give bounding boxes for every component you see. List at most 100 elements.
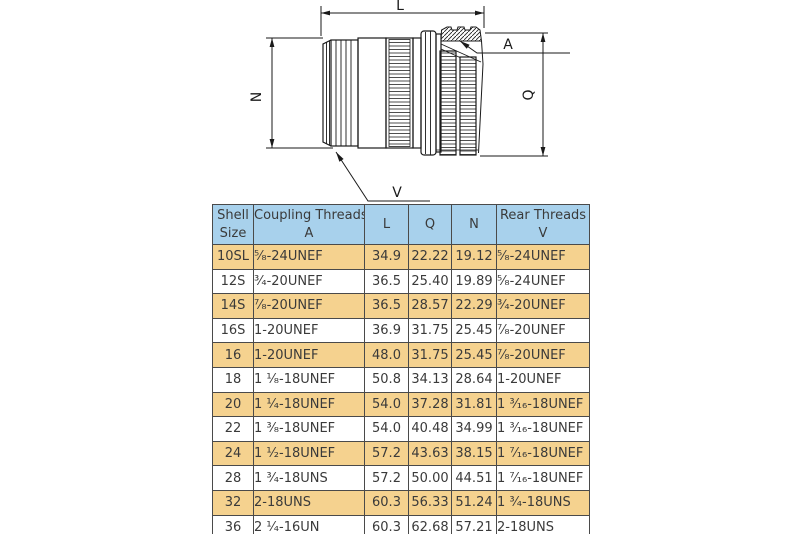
cell-N: 25.45 xyxy=(451,342,497,368)
table-header-row: Shell Size Coupling Threads A L Q N Rear… xyxy=(212,204,590,245)
cell-rear: 1 ⁷⁄₁₆-18UNEF xyxy=(496,440,590,467)
cell-Q: 22.22 xyxy=(408,244,452,270)
cell-L: 48.0 xyxy=(364,342,409,368)
header-q: Q xyxy=(408,204,452,245)
table-row: 16S 1-20UNEF 36.9 31.75 25.45 ⁷⁄₈-20UNEF xyxy=(212,317,590,344)
header-n: N xyxy=(451,204,497,245)
cell-shell: 28 xyxy=(212,465,254,491)
callout-V xyxy=(335,151,430,202)
dim-Q-arrow-top xyxy=(540,33,546,42)
header-l: L xyxy=(364,204,409,245)
cell-shell: 20 xyxy=(212,391,254,418)
cell-coupling: ³⁄₄-20UNEF xyxy=(253,268,365,295)
dim-label-N: N xyxy=(249,92,265,102)
callout-A xyxy=(459,40,570,54)
dim-Q-arrow-bottom xyxy=(540,147,546,156)
cell-N: 44.51 xyxy=(451,465,497,491)
cell-N: 19.12 xyxy=(451,244,497,270)
header-rear-line1: Rear Threads xyxy=(499,207,587,223)
cell-Q: 37.28 xyxy=(408,391,452,418)
dim-L xyxy=(320,6,485,36)
cell-rear: ⁷⁄₈-20UNEF xyxy=(496,317,590,344)
cell-Q: 25.40 xyxy=(408,268,452,295)
dim-Q xyxy=(480,32,548,157)
cell-L: 54.0 xyxy=(364,416,409,442)
cell-L: 57.2 xyxy=(364,440,409,467)
header-coupling-line2: A xyxy=(304,225,314,241)
table-row: 16 1-20UNEF 48.0 31.75 25.45 ⁷⁄₈-20UNEF xyxy=(212,342,590,368)
dim-N-arrow-top xyxy=(269,38,275,47)
cell-rear: 1 ³⁄₁₆-18UNEF xyxy=(496,391,590,418)
cell-rear: ³⁄₄-20UNEF xyxy=(496,293,590,319)
cell-rear: ⁵⁄₈-24UNEF xyxy=(496,244,590,270)
cell-shell: 22 xyxy=(212,416,254,442)
dim-L-arrow-right xyxy=(475,10,484,16)
callout-V-arrow xyxy=(336,152,344,162)
cell-Q: 31.75 xyxy=(408,342,452,368)
cell-Q: 43.63 xyxy=(408,440,452,467)
cell-shell: 12S xyxy=(212,268,254,295)
cell-shell: 24 xyxy=(212,440,254,467)
dim-N xyxy=(266,37,333,149)
cell-rear: 1 ³⁄₄-18UNS xyxy=(496,489,590,516)
table-body: 10SL ⁵⁄₈-24UNEF 34.9 22.22 19.12 ⁵⁄₈-24UNEF 12… xyxy=(212,244,590,534)
cell-Q: 62.68 xyxy=(408,514,452,534)
table-row: 14S ⁷⁄₈-20UNEF 36.5 28.57 22.29 ³⁄₄-20UNEF xyxy=(212,293,590,319)
dim-label-Q: Q xyxy=(521,89,537,100)
cell-N: 28.64 xyxy=(451,366,497,393)
dim-label-V: V xyxy=(392,185,402,201)
cell-coupling: ⁷⁄₈-20UNEF xyxy=(253,293,365,319)
cell-L: 36.5 xyxy=(364,293,409,319)
cell-rear: ⁷⁄₈-20UNEF xyxy=(496,342,590,368)
cell-coupling: 1 ¹⁄₄-18UNEF xyxy=(253,391,365,418)
cell-Q: 28.57 xyxy=(408,293,452,319)
header-rear-threads: Rear Threads V xyxy=(496,204,590,245)
cell-rear: ⁵⁄₈-24UNEF xyxy=(496,268,590,295)
cell-N: 19.89 xyxy=(451,268,497,295)
cell-N: 51.24 xyxy=(451,489,497,516)
cell-L: 60.3 xyxy=(364,489,409,516)
dim-label-A: A xyxy=(503,37,513,53)
table-row: 36 2 ¹⁄₄-16UN 60.3 62.68 57.21 2-18UNS xyxy=(212,514,590,534)
table-row: 24 1 ¹⁄₂-18UNEF 57.2 43.63 38.15 1 ⁷⁄₁₆-18UNE… xyxy=(212,440,590,467)
cell-L: 34.9 xyxy=(364,244,409,270)
cell-N: 25.45 xyxy=(451,317,497,344)
cell-Q: 50.00 xyxy=(408,465,452,491)
cell-N: 34.99 xyxy=(451,416,497,442)
cell-shell: 18 xyxy=(212,366,254,393)
cell-L: 57.2 xyxy=(364,465,409,491)
header-rear-line2: V xyxy=(538,225,548,241)
cell-coupling: 1 ³⁄₈-18UNEF xyxy=(253,416,365,442)
cell-rear: 1 ³⁄₁₆-18UNEF xyxy=(496,416,590,442)
header-shell-size: Shell Size xyxy=(212,204,254,245)
connector-body xyxy=(322,26,484,156)
cell-L: 54.0 xyxy=(364,391,409,418)
cell-coupling: 1-20UNEF xyxy=(253,317,365,344)
cell-N: 38.15 xyxy=(451,440,497,467)
spec-table: Shell Size Coupling Threads A L Q N Rear… xyxy=(212,204,590,534)
header-coupling-threads: Coupling Threads A xyxy=(253,204,365,245)
dim-N-arrow-bottom xyxy=(269,139,275,148)
header-shell-line2: Size xyxy=(219,225,247,241)
table-row: 18 1 ¹⁄₈-18UNEF 50.8 34.13 28.64 1-20UNEF xyxy=(212,366,590,393)
cell-shell: 16 xyxy=(212,342,254,368)
cell-coupling: 1 ¹⁄₈-18UNEF xyxy=(253,366,365,393)
cell-shell: 36 xyxy=(212,514,254,534)
cell-N: 57.21 xyxy=(451,514,497,534)
header-coupling-line1: Coupling Threads xyxy=(254,207,365,223)
cell-L: 36.9 xyxy=(364,317,409,344)
cell-L: 50.8 xyxy=(364,366,409,393)
table-row: 12S ³⁄₄-20UNEF 36.5 25.40 19.89 ⁵⁄₈-24UNEF xyxy=(212,268,590,295)
cell-shell: 32 xyxy=(212,489,254,516)
cell-L: 60.3 xyxy=(364,514,409,534)
cell-coupling: 2 ¹⁄₄-16UN xyxy=(253,514,365,534)
cell-shell: 14S xyxy=(212,293,254,319)
table-row: 28 1 ³⁄₄-18UNS 57.2 50.00 44.51 1 ⁷⁄₁₆-18UNEF xyxy=(212,465,590,491)
connector-diagram: L N Q A V xyxy=(249,0,570,202)
cell-Q: 34.13 xyxy=(408,366,452,393)
cell-coupling: ⁵⁄₈-24UNEF xyxy=(253,244,365,270)
dim-label-L: L xyxy=(396,0,404,14)
cell-N: 22.29 xyxy=(451,293,497,319)
cell-coupling: 1 ¹⁄₂-18UNEF xyxy=(253,440,365,467)
